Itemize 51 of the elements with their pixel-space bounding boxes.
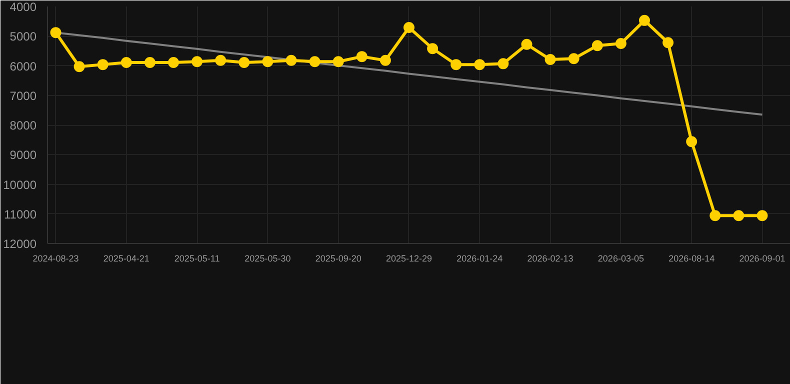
x-tick-label: 2025-12-29 — [386, 254, 432, 264]
point — [756, 210, 768, 222]
point — [356, 51, 368, 62]
y-tick-label: 11000 — [4, 207, 37, 222]
x-tick-label: 2026-03-05 — [598, 254, 644, 264]
point — [662, 37, 674, 48]
point — [733, 210, 744, 222]
point — [262, 56, 274, 68]
point — [498, 58, 509, 70]
point — [97, 59, 108, 70]
x-tick-label: 2025-05-11 — [174, 254, 220, 264]
point — [521, 38, 532, 50]
point — [380, 54, 391, 66]
point — [192, 56, 203, 68]
point — [144, 57, 156, 68]
point — [286, 54, 297, 66]
point — [403, 22, 414, 34]
x-tick-label: 2026-02-13 — [527, 254, 574, 264]
point — [592, 40, 603, 52]
y-tick-label: 9000 — [10, 148, 37, 162]
x-tick-label: 2025-09-20 — [315, 254, 362, 264]
y-tick-label: 5000 — [10, 30, 37, 44]
point — [309, 56, 320, 68]
point — [638, 14, 650, 26]
point — [615, 38, 626, 50]
y-tick-label: 8000 — [10, 118, 37, 132]
point — [168, 57, 179, 68]
point — [568, 53, 580, 64]
point — [215, 54, 226, 66]
point — [686, 136, 698, 148]
y-tick-label: 10000 — [3, 178, 37, 192]
point — [474, 59, 486, 70]
point — [450, 59, 462, 70]
y-tick-label: 7000 — [10, 88, 37, 103]
point — [74, 61, 85, 72]
x-tick-label: 2026-08-14 — [668, 254, 715, 264]
x-tick-label: 2026-01-24 — [456, 254, 503, 264]
point — [427, 43, 438, 54]
point — [238, 57, 250, 68]
point — [544, 54, 556, 66]
point — [120, 57, 132, 68]
point — [332, 56, 344, 68]
point — [50, 27, 62, 38]
y-tick-label: 6000 — [10, 59, 37, 74]
x-tick-label: 2025-04-21 — [103, 254, 150, 264]
x-tick-label: 2025-05-30 — [244, 254, 291, 264]
point — [710, 210, 721, 222]
x-tick-label: 2024-08-23 — [32, 254, 79, 264]
x-tick-label: 2026-09-01 — [739, 254, 786, 264]
y-tick-label: 4000 — [10, 0, 37, 14]
y-tick-label: 12000 — [3, 237, 37, 251]
